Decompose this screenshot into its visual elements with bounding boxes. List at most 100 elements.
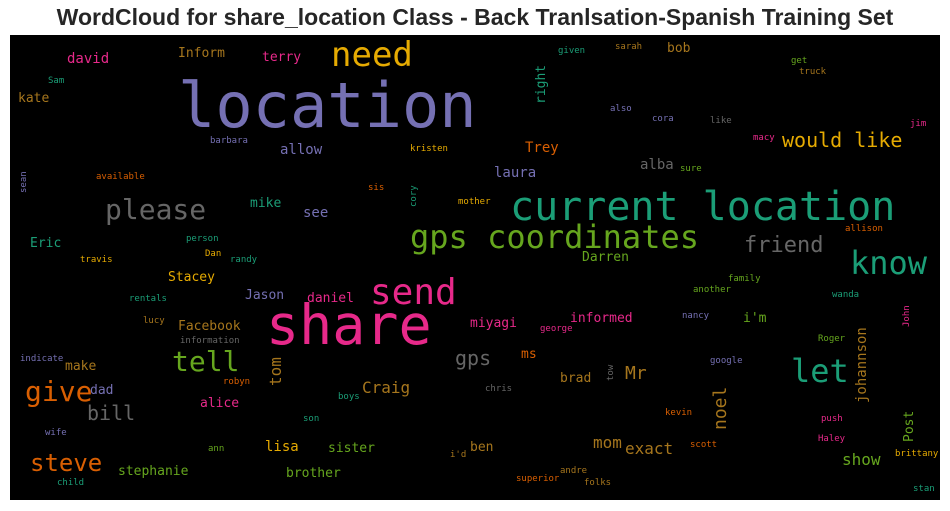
word-tow: tow	[606, 364, 616, 382]
word-truck: truck	[799, 67, 827, 77]
word-noel: noel	[710, 386, 731, 431]
word-send: send	[370, 272, 457, 313]
word-cory: cory	[409, 184, 419, 207]
word-need: need	[331, 35, 413, 75]
word-george: george	[540, 324, 573, 334]
word-jason: Jason	[245, 288, 285, 303]
word-wanda: wanda	[832, 290, 860, 300]
word-scott: scott	[690, 440, 718, 450]
word-cora: cora	[652, 114, 674, 124]
word-trey: Trey	[525, 140, 559, 156]
word-johannson: johannson	[854, 326, 870, 403]
word-mr: Mr	[625, 363, 647, 384]
word-mother: mother	[458, 197, 491, 207]
word-mike: mike	[250, 196, 282, 211]
word-andre: andre	[560, 466, 588, 476]
word-allow: allow	[280, 142, 323, 158]
word-current-location: current location	[510, 184, 896, 230]
word-indicate: indicate	[20, 354, 64, 364]
word-sis: sis	[368, 183, 385, 193]
word-craig: Craig	[362, 378, 411, 397]
word-brad: brad	[560, 371, 592, 386]
word-jim: jim	[910, 119, 927, 129]
word-lucy: lucy	[143, 316, 165, 326]
word-john: John	[902, 304, 912, 327]
word-person: person	[186, 234, 219, 244]
word-mom: mom	[593, 433, 622, 452]
word-haley: Haley	[818, 434, 846, 444]
word-push: push	[821, 414, 843, 424]
word-travis: travis	[80, 255, 113, 265]
word-kristen: kristen	[410, 144, 448, 154]
word-brittany: brittany	[895, 449, 939, 459]
word-randy: randy	[230, 255, 258, 265]
word-see: see	[303, 205, 329, 221]
word-dad: dad	[90, 383, 114, 398]
word-macy: macy	[753, 133, 775, 143]
word-please: please	[105, 193, 207, 226]
word-wife: wife	[45, 428, 67, 438]
word-another: another	[693, 285, 731, 295]
word-bob: bob	[667, 41, 691, 56]
word-tom: tom	[266, 356, 285, 386]
word-terry: terry	[262, 50, 302, 65]
word-informed: informed	[570, 311, 633, 326]
word-david: david	[67, 51, 110, 67]
word-eric: Eric	[30, 236, 62, 251]
word-lisa: lisa	[265, 439, 299, 455]
word-like: like	[710, 116, 732, 126]
word-robyn: robyn	[223, 377, 251, 387]
word-ms: ms	[521, 347, 537, 362]
word-dan: Dan	[205, 249, 222, 259]
word-son: son	[303, 414, 320, 424]
word-friend: friend	[744, 233, 824, 258]
word-i-d: i'd	[450, 450, 467, 460]
word-kevin: kevin	[665, 408, 693, 418]
word-let: let	[791, 352, 849, 390]
word-would-like: would like	[782, 128, 903, 152]
word-daniel: daniel	[307, 291, 354, 306]
word-child: child	[57, 478, 85, 488]
word-ben: ben	[470, 440, 494, 455]
word-ann: ann	[208, 444, 225, 454]
word-sarah: sarah	[615, 42, 643, 52]
word-miyagi: miyagi	[470, 316, 517, 331]
word-exact: exact	[625, 439, 674, 458]
word-given: given	[558, 46, 586, 56]
word-chris: chris	[485, 384, 513, 394]
word-sam: Sam	[48, 76, 65, 86]
word-stephanie: stephanie	[118, 464, 189, 479]
word-available: available	[96, 172, 145, 182]
word-kate: kate	[18, 91, 50, 106]
word-inform: Inform	[178, 46, 225, 61]
word-nancy: nancy	[682, 311, 710, 321]
word-darren: Darren	[582, 250, 629, 265]
word-steve: steve	[30, 449, 103, 477]
word-alice: alice	[200, 396, 240, 411]
word-laura: laura	[494, 165, 537, 181]
word-sean: sean	[19, 170, 29, 193]
chart-title: WordCloud for share_location Class - Bac…	[56, 4, 894, 30]
wordcloud-canvas: location current location share gps coordin…	[10, 35, 940, 500]
word-gps-coordinates: gps coordinates	[410, 218, 699, 256]
word-folks: folks	[584, 478, 612, 488]
word-share: share	[266, 293, 432, 357]
word-alba: alba	[640, 157, 674, 173]
word-information: information	[180, 336, 240, 346]
word-show: show	[842, 450, 881, 469]
word-sister: sister	[328, 441, 375, 456]
word-get: get	[791, 56, 808, 66]
word-post: Post	[902, 410, 917, 443]
word-brother: brother	[286, 466, 341, 481]
word-i-m: i'm	[743, 311, 767, 326]
word-allison: allison	[845, 224, 883, 234]
word-give: give	[25, 375, 93, 408]
word-rentals: rentals	[129, 294, 167, 304]
word-know: know	[850, 244, 928, 282]
word-sure: sure	[680, 164, 702, 174]
word-stan: stan	[913, 484, 935, 494]
word-right: right	[534, 64, 549, 104]
word-boys: boys	[338, 392, 360, 402]
word-superior: superior	[516, 474, 560, 484]
word-location: location	[178, 69, 477, 142]
